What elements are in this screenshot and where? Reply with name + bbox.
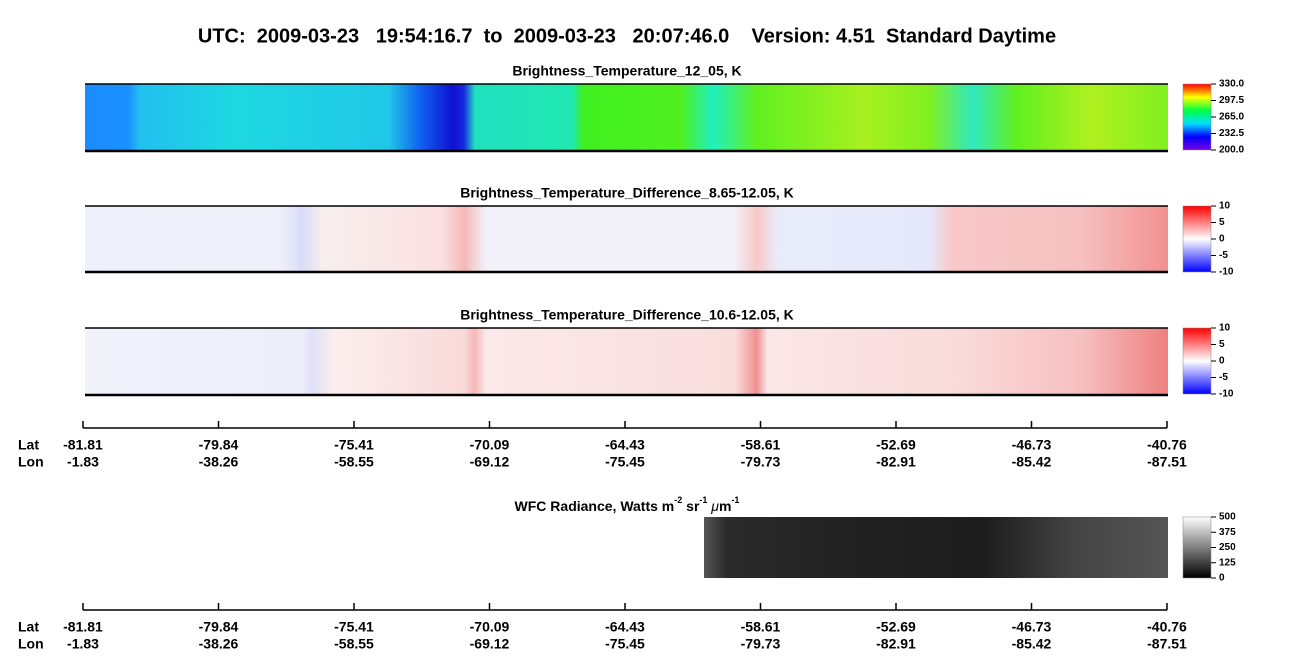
colorbar [1182, 516, 1212, 579]
lat-tick-label: -75.41 [334, 437, 374, 453]
colorbar-tick-label: -10 [1219, 389, 1234, 400]
lon-tick-label: -69.12 [470, 636, 510, 652]
lon-tick-label: -85.42 [1012, 454, 1052, 470]
lon-tick-label: -82.91 [876, 454, 916, 470]
lon-tick-label: -1.83 [67, 454, 99, 470]
title-part: μ [707, 498, 719, 514]
lat-tick-label: -81.81 [63, 619, 103, 635]
colorbar-tick-label: 375 [1219, 527, 1236, 538]
heatmap-image [85, 206, 1168, 272]
page-title: UTC: 2009-03-23 19:54:16.7 to 2009-03-23… [198, 25, 1056, 47]
title-part: m [719, 498, 731, 514]
colorbar-tick-label: -5 [1219, 372, 1228, 383]
lon-tick-label: -58.55 [334, 454, 374, 470]
colorbar-tick-label: 265.0 [1219, 112, 1244, 123]
title-part: sr [682, 498, 700, 514]
colorbar-tick-label: 0 [1219, 573, 1225, 584]
lat-tick-label: -75.41 [334, 619, 374, 635]
lon-tick-label: -58.55 [334, 636, 374, 652]
lon-tick-label: -75.45 [605, 636, 645, 652]
lon-tick-label: -75.45 [605, 454, 645, 470]
axis-label: Lon [18, 636, 44, 652]
lat-tick-label: -58.61 [741, 619, 781, 635]
panel-title: Brightness_Temperature_Difference_8.65-1… [460, 185, 794, 201]
lat-tick-label: -81.81 [63, 437, 103, 453]
heatmap-image [85, 328, 1168, 395]
colorbar-tick-label: -10 [1219, 267, 1234, 278]
lat-tick-label: -46.73 [1012, 619, 1052, 635]
colorbar-tick-label: 250 [1219, 542, 1236, 553]
colorbar-tick-label: 330.0 [1219, 79, 1244, 90]
colorbar-tick-label: 10 [1219, 323, 1231, 334]
colorbar-tick-label: 200.0 [1219, 145, 1244, 156]
colorbar-tick-label: 232.5 [1219, 128, 1244, 139]
lon-tick-label: -85.42 [1012, 636, 1052, 652]
lon-tick-label: -1.83 [67, 636, 99, 652]
heatmap-image [704, 517, 1168, 578]
colorbar-tick-label: 500 [1219, 512, 1236, 523]
colorbar-tick-label: 0 [1219, 234, 1225, 245]
title-part: -1 [699, 495, 707, 505]
title-part: -1 [731, 495, 739, 505]
heatmap-image [85, 84, 1168, 151]
lat-tick-label: -64.43 [605, 619, 645, 635]
lon-tick-label: -82.91 [876, 636, 916, 652]
title-part: WFC Radiance, Watts m [515, 498, 675, 514]
image-borders [85, 83, 1168, 397]
colorbar [1182, 327, 1212, 395]
colorbar-tick-label: 5 [1219, 217, 1225, 228]
lat-tick-label: -58.61 [741, 437, 781, 453]
lat-tick-label: -52.69 [876, 437, 916, 453]
lat-tick-label: -40.76 [1147, 619, 1187, 635]
colorbar-tick-label: 297.5 [1219, 95, 1244, 106]
lat-tick-label: -70.09 [470, 619, 510, 635]
title-part: -2 [674, 495, 682, 505]
lat-tick-label: -40.76 [1147, 437, 1187, 453]
lon-tick-label: -87.51 [1147, 454, 1187, 470]
lat-tick-label: -79.84 [199, 619, 239, 635]
axis-label: Lat [18, 619, 39, 635]
lon-tick-label: -69.12 [470, 454, 510, 470]
colorbar-tick-label: 125 [1219, 557, 1236, 568]
lon-tick-label: -79.73 [741, 636, 781, 652]
lat-tick-label: -64.43 [605, 437, 645, 453]
lat-tick-label: -70.09 [470, 437, 510, 453]
lon-tick-label: -87.51 [1147, 636, 1187, 652]
axis-label: Lon [18, 454, 44, 470]
colorbar-tick-label: -5 [1219, 250, 1228, 261]
colorbar [1182, 205, 1212, 273]
lat-tick-label: -52.69 [876, 619, 916, 635]
lon-tick-label: -38.26 [199, 636, 239, 652]
colorbar-tick-label: 5 [1219, 339, 1225, 350]
lon-tick-label: -79.73 [741, 454, 781, 470]
panel-title: WFC Radiance, Watts m-2 sr-1 μm-1 [515, 495, 740, 513]
panel-title: Brightness_Temperature_Difference_10.6-1… [460, 307, 794, 323]
lon-tick-label: -38.26 [199, 454, 239, 470]
colorbar-tick-label: 10 [1219, 201, 1231, 212]
lat-tick-label: -79.84 [199, 437, 239, 453]
colorbar [1182, 83, 1212, 151]
colorbar-tick-label: 0 [1219, 356, 1225, 367]
lat-tick-label: -46.73 [1012, 437, 1052, 453]
axis-label: Lat [18, 437, 39, 453]
panel-title: Brightness_Temperature_12_05, K [512, 63, 741, 79]
